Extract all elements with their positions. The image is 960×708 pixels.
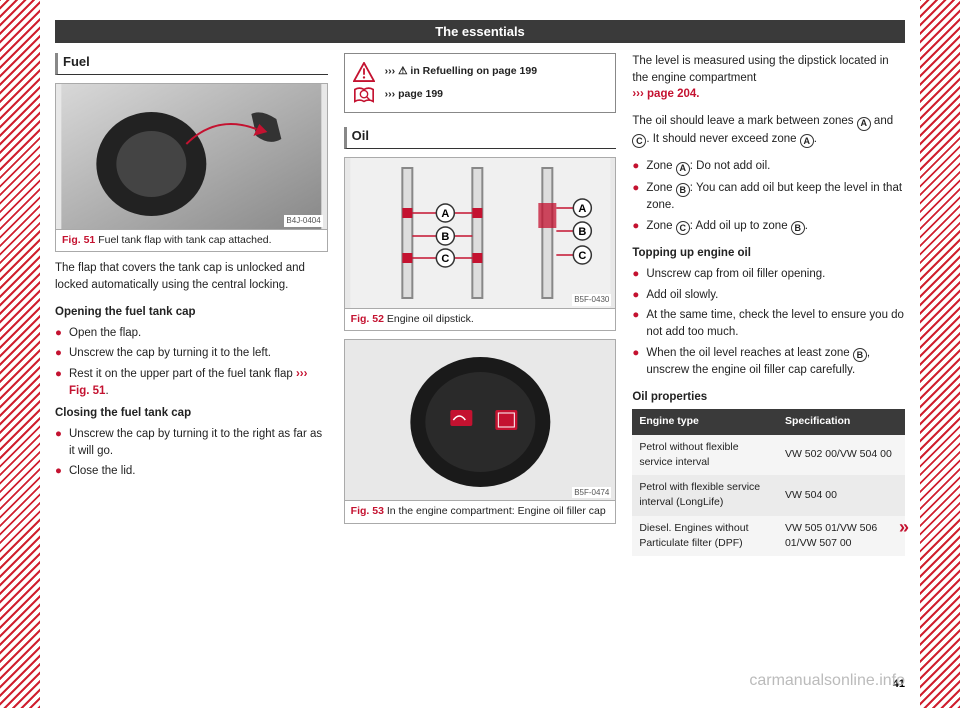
watermark: carmanualsonline.info [749,672,905,690]
page-content: The essentials Fuel [55,20,905,688]
t1: Unscrew cap from oil filler opening. [646,266,825,283]
figure-53: B5F-0474 Fig. 53 In the engine compartme… [344,339,617,524]
figure-52: A B C A B C B5F-0430 Fig. 52 Engine oil … [344,157,617,332]
open-b1: Open the flap. [69,325,141,342]
svg-text:B: B [441,231,449,243]
oil-cap-illustration [345,340,616,500]
figure-51: B4J-0404 Fig. 51 Fuel tank flap with tan… [55,83,328,253]
level-para: The level is measured using the dipstick… [632,53,905,103]
open-b2: Unscrew the cap by turning it to the lef… [69,345,271,362]
fig53-text: In the engine compartment: Engine oil fi… [387,505,606,517]
fuel-cap-illustration [56,84,327,229]
open-head: Opening the fuel tank cap [55,304,328,321]
close-b1: Unscrew the cap by turning it to the rig… [69,426,328,459]
close-head: Closing the fuel tank cap [55,405,328,422]
fig53-ref: Fig. 53 [351,505,384,517]
th-spec: Specification [778,409,905,434]
svg-text:A: A [441,208,449,220]
section-oil: Oil [344,127,617,149]
fig52-code: B5F-0430 [572,294,611,306]
zone-c: Zone C: Add oil up to zone B. [646,218,808,236]
fig52-caption: Fig. 52 Engine oil dipstick. [345,308,616,331]
column-2: ››› ⚠ in Refuelling on page 199 ››› page… [344,53,617,556]
column-1: Fuel [55,53,328,556]
page-header: The essentials [55,20,905,43]
fig52-ref: Fig. 52 [351,313,384,325]
fuel-intro: The flap that covers the tank cap is unl… [55,260,328,293]
fig53-caption: Fig. 53 In the engine compartment: Engin… [345,500,616,523]
left-stripe [0,0,40,708]
r2a: Petrol with flexible service interval (L… [632,475,778,515]
zone-a: Zone A: Do not add oil. [646,158,770,176]
svg-text:B: B [578,226,586,238]
fig53-code: B5F-0474 [572,487,611,499]
dipstick-illustration: A B C A B C [345,158,616,308]
column-3: The level is measured using the dipstick… [632,53,905,556]
t2: Add oil slowly. [646,287,718,304]
th-engine: Engine type [632,409,778,434]
open-b3: Rest it on the upper part of the fuel ta… [69,366,328,399]
warning-icon [353,62,375,82]
info1: ››› ⚠ in Refuelling on page 199 [385,64,537,79]
fig51-text: Fuel tank flap with tank cap attached. [98,234,271,246]
oil-props-head: Oil properties [632,389,905,406]
r1a: Petrol without flexible service interval [632,435,778,475]
oil-properties-table: Engine type Specification Petrol without… [632,409,905,556]
svg-text:A: A [578,203,586,215]
r3a: Diesel. Engines without Particulate filt… [632,516,778,556]
info2: ››› page 199 [385,87,443,102]
topping-head: Topping up engine oil [632,245,905,262]
fig52-text: Engine oil dipstick. [387,313,474,325]
book-icon [353,86,375,104]
mark-para: The oil should leave a mark between zone… [632,113,905,148]
t4: When the oil level reaches at least zone… [646,345,905,379]
r1b: VW 502 00/VW 504 00 [778,435,905,475]
close-b2: Close the lid. [69,463,135,480]
svg-text:C: C [441,253,449,265]
right-stripe [920,0,960,708]
fig51-code: B4J-0404 [284,215,322,227]
continue-arrows: » [899,514,909,540]
t3: At the same time, check the level to ens… [646,307,905,340]
fig51-caption: Fig. 51 Fuel tank flap with tank cap att… [56,229,327,252]
r3b: VW 505 01/VW 506 01/VW 507 00 [778,516,905,556]
section-fuel: Fuel [55,53,328,75]
r2b: VW 504 00 [778,475,905,515]
fig51-ref: Fig. 51 [62,234,95,246]
info-box: ››› ⚠ in Refuelling on page 199 ››› page… [344,53,617,113]
svg-text:C: C [578,250,586,262]
zone-b: Zone B: You can add oil but keep the lev… [646,180,905,214]
